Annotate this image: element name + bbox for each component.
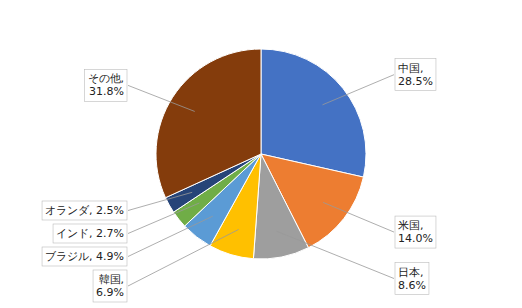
- data-label-box: [395, 59, 436, 91]
- leader-line: [128, 85, 195, 111]
- leader-line: [323, 202, 394, 232]
- data-label-group: 韓国,6.9%: [93, 270, 127, 302]
- data-label-box: [53, 224, 127, 243]
- leader-line: [128, 229, 239, 286]
- pie-slice: [156, 49, 261, 198]
- data-label: 米国,14.0%: [398, 219, 433, 245]
- data-label-line: その他,: [88, 72, 125, 85]
- data-label-box: [85, 69, 128, 101]
- data-label: 韓国,6.9%: [96, 273, 124, 299]
- data-label: 中国,28.5%: [398, 62, 433, 88]
- data-label-line: 31.8%: [89, 85, 124, 98]
- data-label-group: ブラジル, 4.9%: [42, 247, 127, 266]
- data-label-box: [42, 201, 127, 220]
- data-label-box: [93, 270, 127, 302]
- data-label: ブラジル, 4.9%: [45, 250, 124, 263]
- data-label-line: 日本,: [398, 266, 424, 279]
- data-label-line: 中国,: [398, 62, 424, 75]
- chart-svg: 中国,28.5% 米国,14.0% 日本,8.6% 韓国,6.9% ブラジル, 4.9%…: [0, 0, 522, 308]
- pie-group: [156, 49, 366, 259]
- data-label: オランダ, 2.5%: [45, 204, 124, 217]
- labels: 中国,28.5% 米国,14.0% 日本,8.6% 韓国,6.9% ブラジル, 4.9%…: [42, 59, 436, 302]
- slices: [156, 49, 366, 259]
- data-label-group: 中国,28.5%: [395, 59, 436, 91]
- data-label-line: インド, 2.7%: [56, 227, 124, 240]
- data-label-line: オランダ, 2.5%: [45, 204, 124, 217]
- leader-line: [323, 75, 394, 105]
- data-label: 日本,8.6%: [398, 266, 426, 292]
- data-label-line: 米国,: [398, 219, 424, 232]
- data-label-line: 14.0%: [398, 232, 433, 245]
- chart-container: 中国,28.5% 米国,14.0% 日本,8.6% 韓国,6.9% ブラジル, 4.9%…: [0, 0, 522, 308]
- leader-line: [128, 216, 213, 256]
- data-label-group: 米国,14.0%: [395, 216, 436, 248]
- data-label-group: 日本,8.6%: [395, 263, 429, 295]
- data-label-group: オランダ, 2.5%: [42, 201, 127, 220]
- data-label-line: 6.9%: [96, 286, 124, 299]
- data-label-group: インド, 2.7%: [53, 224, 127, 243]
- data-label-line: 韓国,: [99, 273, 125, 286]
- pie-slice: [253, 154, 308, 259]
- data-label-line: ブラジル, 4.9%: [45, 250, 124, 263]
- data-label-box: [42, 247, 127, 266]
- data-label-line: 8.6%: [398, 279, 426, 292]
- leader-line: [276, 231, 394, 278]
- data-label-group: その他,31.8%: [85, 69, 128, 101]
- data-label-box: [395, 216, 436, 248]
- data-label: その他,31.8%: [88, 72, 125, 98]
- data-label-box: [395, 263, 429, 295]
- data-label-line: 28.5%: [398, 75, 433, 88]
- data-label: インド, 2.7%: [56, 227, 124, 240]
- leader-line: [128, 192, 192, 210]
